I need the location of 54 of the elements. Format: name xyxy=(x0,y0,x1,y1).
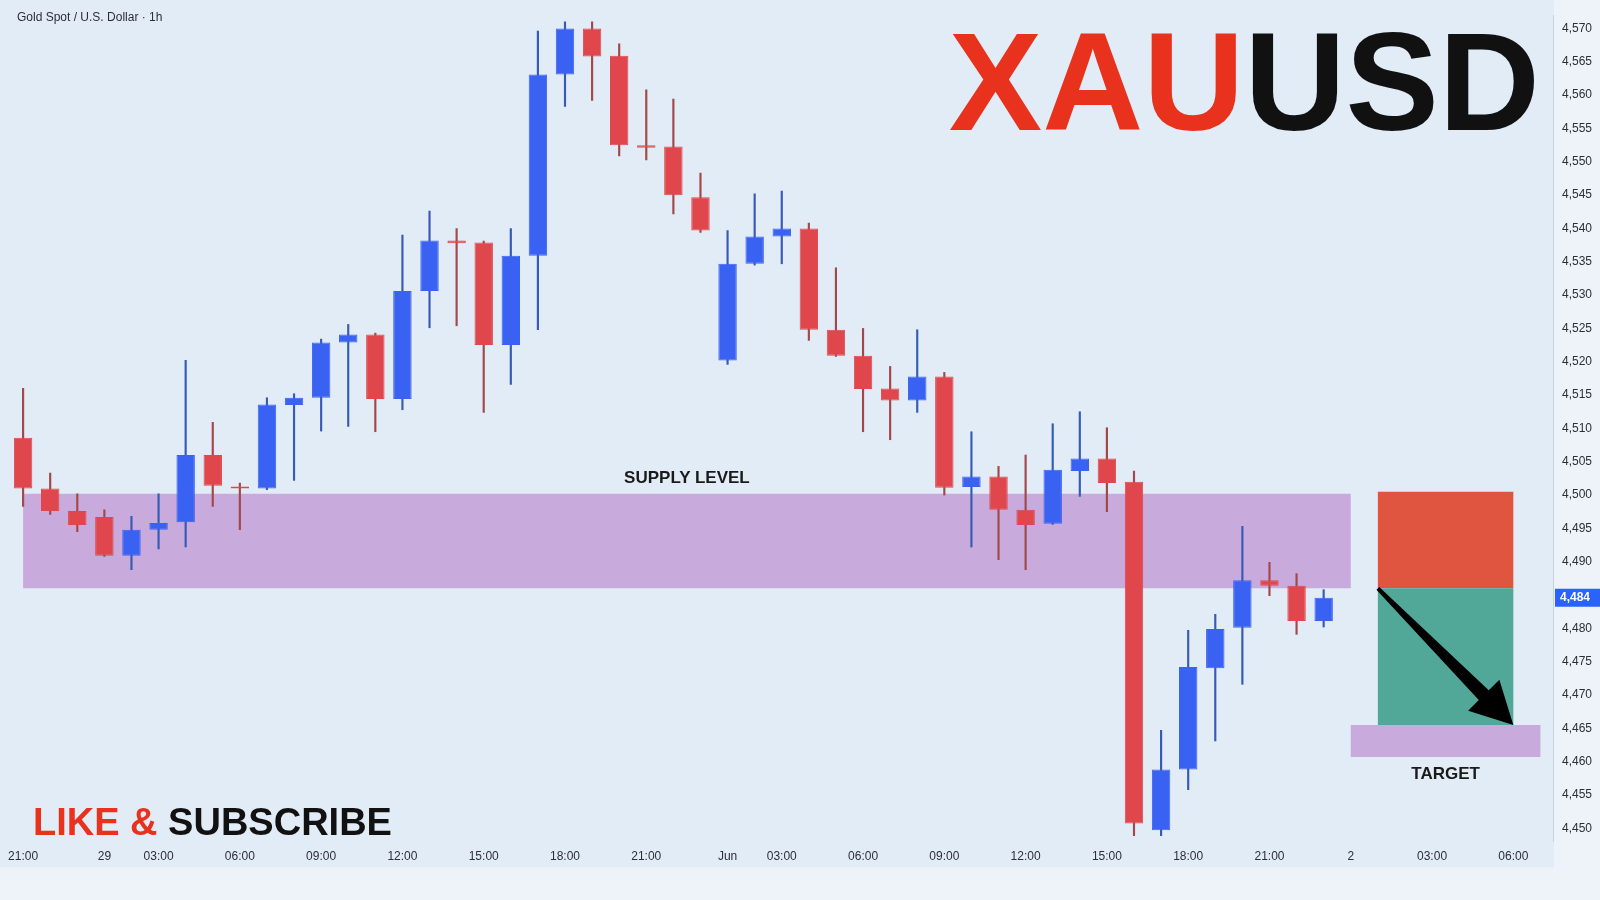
x-tick-label: 21:00 xyxy=(8,849,39,864)
x-tick-label: 09:00 xyxy=(306,849,337,864)
y-tick-label: 4,545 xyxy=(1561,187,1593,202)
y-tick-label: 4,560 xyxy=(1561,87,1593,102)
x-tick-label: 03:00 xyxy=(766,849,798,864)
y-tick-label: 4,540 xyxy=(1561,220,1593,235)
y-tick-label: 4,480 xyxy=(1561,620,1593,635)
x-tick-label: 2 xyxy=(1347,849,1355,864)
x-tick-label: 21:00 xyxy=(1254,849,1285,864)
x-tick-label: 18:00 xyxy=(1173,849,1204,864)
y-tick-label: 4,495 xyxy=(1561,520,1593,535)
y-tick-label: 4,465 xyxy=(1561,720,1593,735)
y-tick-label: 4,500 xyxy=(1561,487,1593,502)
x-tick-label: Jun xyxy=(717,849,738,864)
y-tick-label: 4,535 xyxy=(1561,254,1593,269)
x-tick-label: 29 xyxy=(97,849,112,864)
x-tick-label: 18:00 xyxy=(549,849,581,864)
text: 4,484 xyxy=(1559,589,1591,604)
candlestick xyxy=(962,431,981,548)
y-tick-label: 4,470 xyxy=(1561,687,1593,702)
x-tick-label: 09:00 xyxy=(929,849,960,864)
y-tick-label: 4,475 xyxy=(1561,653,1593,668)
x-tick-label: 06:00 xyxy=(1498,849,1529,864)
x-tick-label: 03:00 xyxy=(143,849,174,864)
candlestick xyxy=(447,228,466,327)
y-tick-label: 4,555 xyxy=(1561,120,1593,135)
x-tick-label: 15:00 xyxy=(468,849,500,864)
x-tick-label: 12:00 xyxy=(387,849,418,864)
y-tick-label: 4,510 xyxy=(1561,420,1593,435)
y-tick-label: 4,515 xyxy=(1561,387,1593,402)
x-tick-label: 06:00 xyxy=(848,849,879,864)
y-tick-label: 4,520 xyxy=(1561,354,1593,369)
y-tick-label: 4,550 xyxy=(1561,154,1593,169)
y-tick-label: 4,530 xyxy=(1561,287,1593,302)
x-tick-label: 03:00 xyxy=(1417,849,1448,864)
band-label: SUPPLY LEVEL xyxy=(624,467,750,487)
x-tick-label: 15:00 xyxy=(1091,849,1123,864)
y-tick-label: 4,450 xyxy=(1561,820,1593,835)
x-tick-label: 06:00 xyxy=(224,849,256,864)
x-tick-label: 21:00 xyxy=(631,849,662,864)
candlestick xyxy=(149,493,168,550)
candlestick xyxy=(1260,562,1279,597)
x-tick-label: 12:00 xyxy=(1010,849,1041,864)
chart-subtitle: Gold Spot / U.S. Dollar · 1h xyxy=(17,10,163,25)
y-tick-label: 4,505 xyxy=(1561,454,1593,469)
y-tick-label: 4,570 xyxy=(1561,20,1593,35)
y-tick-label: 4,460 xyxy=(1561,753,1593,768)
y-tick-label: 4,455 xyxy=(1561,787,1593,802)
y-tick-label: 4,490 xyxy=(1561,554,1593,568)
y-tick-label: 4,525 xyxy=(1561,320,1593,335)
band-label: TARGET xyxy=(1411,764,1481,784)
annotation: LIKE & SUBSCRIBE xyxy=(33,801,392,843)
y-tick-label: 4,565 xyxy=(1561,54,1593,69)
chart-title: XAUUSD xyxy=(948,3,1540,160)
